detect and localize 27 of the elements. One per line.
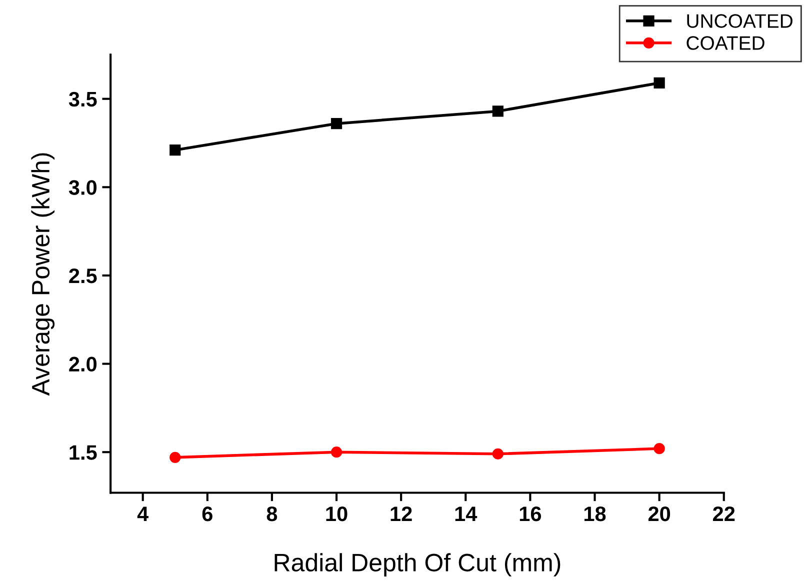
x-tick-label: 22 — [713, 506, 735, 522]
x-tick-label: 20 — [648, 506, 670, 522]
y-tick-label: 3.0 — [68, 180, 97, 195]
point — [492, 448, 504, 460]
x-tick-label: 18 — [584, 506, 606, 522]
x-tick-label: 16 — [520, 506, 542, 522]
x-tick-label: 6 — [202, 506, 212, 522]
x-tick-label: 8 — [266, 506, 278, 522]
point — [330, 446, 342, 458]
x-tick-label: 10 — [326, 506, 348, 522]
point — [492, 106, 504, 117]
point — [654, 77, 665, 88]
y-tick-label: 1.5 — [70, 445, 97, 460]
point — [654, 443, 665, 454]
y-tick-label: 3.5 — [68, 92, 97, 107]
point — [330, 118, 342, 130]
y-tick-label: 2.0 — [69, 356, 97, 372]
legend-label: COATED — [686, 36, 764, 50]
legend-label: UNCOATED — [687, 14, 792, 28]
point — [170, 452, 181, 463]
y-axis-title: Average Power (kWh) — [31, 153, 55, 396]
x-axis-title: Radial Depth Of Cut (mm) — [274, 553, 560, 576]
x-tick-label: 12 — [390, 506, 412, 522]
x-tick-label: 4 — [137, 506, 149, 522]
x-tick-label: 14 — [455, 506, 478, 522]
point — [170, 144, 181, 156]
y-tick-label: 2.5 — [69, 268, 97, 284]
